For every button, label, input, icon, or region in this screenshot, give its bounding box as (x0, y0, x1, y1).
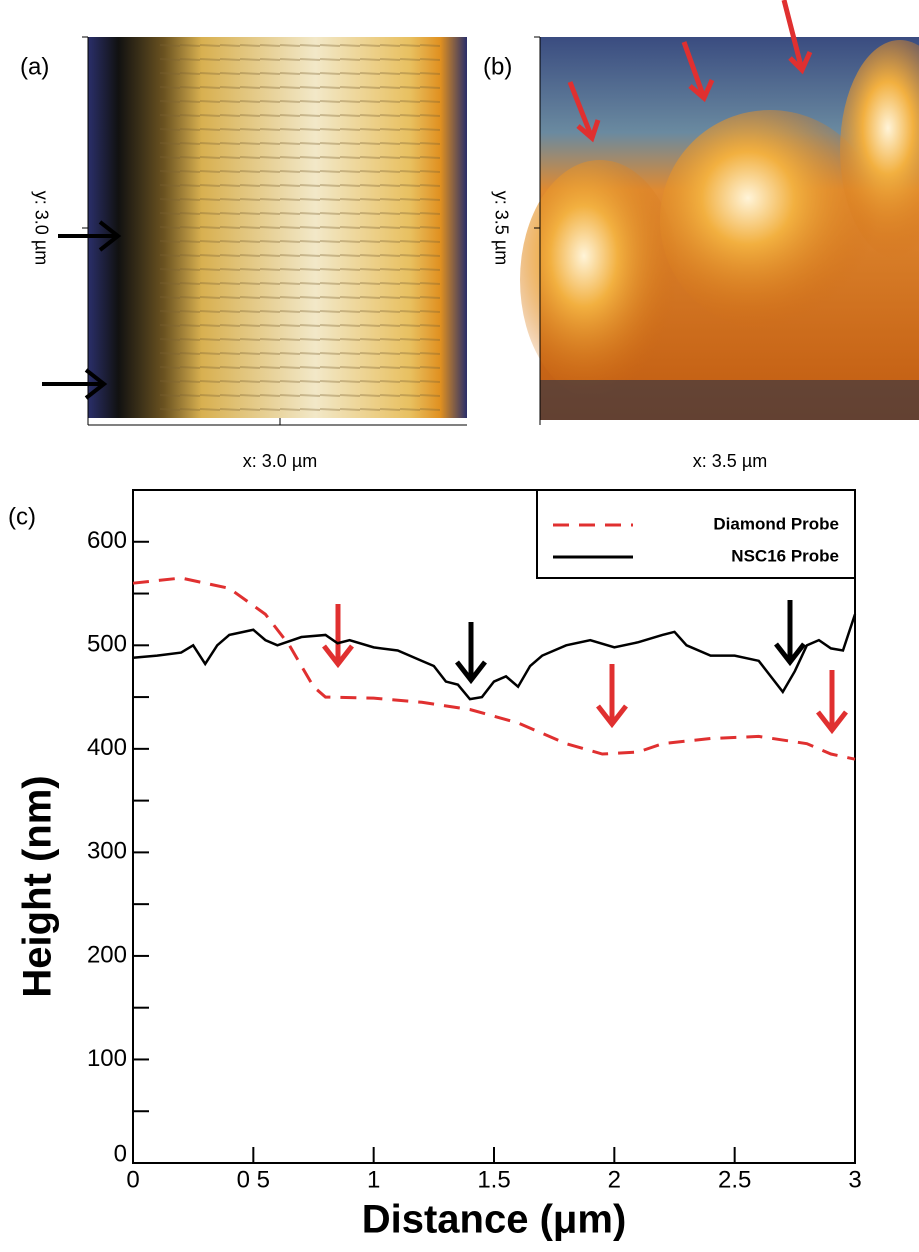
legend-label: NSC16 Probe (731, 546, 839, 565)
y-axis-label: y: 3.0 µm (31, 191, 51, 265)
panel-label: (a) (20, 53, 49, 80)
afm-texture (520, 160, 680, 400)
y-tick-label: 500 (87, 631, 127, 658)
y-tick-label: 600 (87, 527, 127, 554)
legend-box (536, 489, 856, 579)
afm-texture (840, 40, 919, 260)
panel-label: (c) (8, 503, 36, 530)
afm-texture (540, 380, 919, 420)
y-tick-label: 400 (87, 734, 127, 761)
data-line (132, 613, 857, 701)
x-axis-label: x: 3.5 µm (693, 451, 767, 471)
y-axis-label: y: 3.5 µm (491, 191, 511, 265)
panel-label: (b) (483, 53, 512, 80)
x-axis-label: x: 3.0 µm (243, 451, 317, 471)
plot-frame (132, 489, 856, 1164)
x-tick-label: 0 5 (237, 1166, 270, 1193)
y-tick-label: 300 (87, 838, 127, 865)
afm-texture (160, 37, 440, 418)
x-tick-label: 1.5 (477, 1166, 510, 1193)
y-tick-label: 0 (114, 1140, 127, 1167)
arrow (322, 600, 848, 735)
y-tick-label: 100 (87, 1045, 127, 1072)
y-axis-title: Height (nm) (16, 775, 60, 997)
data-line (132, 576, 856, 761)
arrow (42, 220, 122, 400)
x-tick-label: 2 (608, 1166, 621, 1193)
afm-texture (660, 110, 880, 330)
y-tick-label: 200 (87, 941, 127, 968)
x-tick-label: 1 (367, 1166, 380, 1193)
x-tick-label: 3 (848, 1166, 861, 1193)
x-axis-title: Distance (μm) (362, 1198, 627, 1242)
x-tick-label: 2.5 (718, 1166, 751, 1193)
arrow (567, 0, 813, 143)
legend-label: Diamond Probe (713, 514, 839, 533)
x-tick-label: 0 (126, 1166, 139, 1193)
